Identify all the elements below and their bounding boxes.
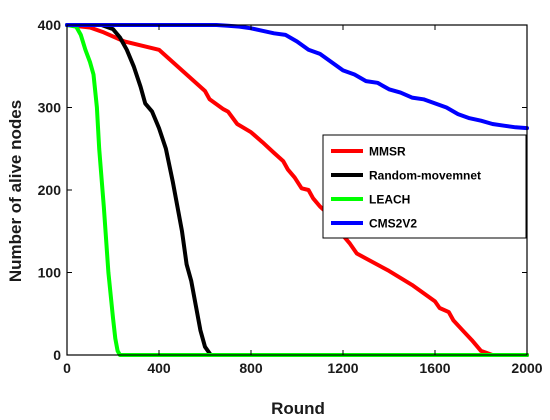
y-axis-title: Number of alive nodes <box>6 100 25 282</box>
y-tick-label: 200 <box>38 182 62 198</box>
series-layer <box>65 23 529 357</box>
series-line-1 <box>65 23 529 357</box>
y-tick-label: 300 <box>38 100 62 116</box>
legend-label: Random-movemnet <box>369 169 481 183</box>
series-line-2 <box>65 23 529 357</box>
legend-label: LEACH <box>369 193 410 207</box>
x-axis-title: Round <box>271 399 325 418</box>
y-tick-label: 400 <box>38 17 62 33</box>
legend-label: MMSR <box>369 145 406 159</box>
x-tick-label: 2000 <box>511 360 542 376</box>
x-tick-label: 1200 <box>327 360 358 376</box>
legend-label: CMS2V2 <box>369 217 417 231</box>
y-tick-label: 0 <box>53 347 61 363</box>
x-tick-label: 800 <box>239 360 263 376</box>
x-tick-label: 0 <box>63 360 71 376</box>
y-tick-label: 100 <box>38 265 62 281</box>
legend: MMSR Random-movemnet LEACH CMS2V2 <box>322 134 527 239</box>
axes-layer: 0 400 800 1200 1600 2000 0 100 200 300 400 <box>38 17 543 376</box>
x-tick-label: 1600 <box>419 360 450 376</box>
x-tick-label: 400 <box>147 360 171 376</box>
series-line-4 <box>65 23 529 131</box>
series-line-3 <box>65 23 529 357</box>
